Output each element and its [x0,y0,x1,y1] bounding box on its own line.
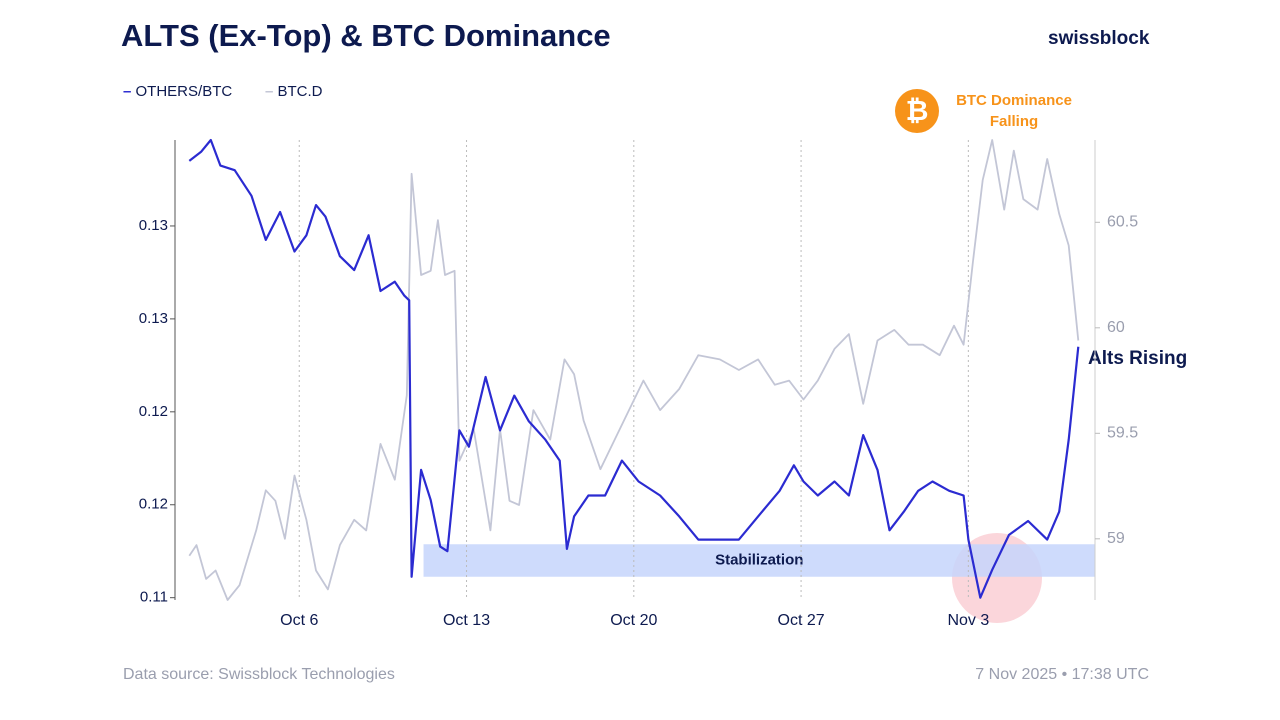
series-line [188,139,1080,601]
bitcoin-icon: ₿ [895,89,939,133]
x-tick-label: Oct 27 [778,612,825,629]
y-tick-label: 0.13 [139,217,168,234]
y2-tick-label: 60 [1107,319,1125,336]
y-tick-label: 0.12 [139,496,168,513]
series-line [188,138,1080,599]
band-label: Stabilization [715,551,803,568]
y-tick-label: 0.11 [140,589,168,606]
legend-label: OTHERS/BTC [135,83,233,100]
annotation: BTC Dominance Falling [956,92,1072,130]
y2-tick-label: 60.5 [1107,214,1138,231]
x-tick-label: Oct 20 [610,612,657,629]
stabilization-band [423,544,1095,577]
brand-logo: swissblock [1048,28,1150,49]
y2-tick-label: 59.5 [1107,425,1138,442]
source-note: Data source: Swissblock Technologies [123,666,395,683]
annotation: Alts Rising [1088,348,1188,369]
chart-title: ALTS (Ex-Top) & BTC Dominance [121,18,611,53]
legend-item: – BTC.D [265,83,323,100]
legend-item: – OTHERS/BTC [123,83,233,100]
legend-label: BTC.D [277,83,323,100]
x-tick-label: Oct 6 [280,612,318,629]
x-tick-label: Nov 3 [947,612,989,629]
highlight-circle [952,533,1042,623]
y-tick-label: 0.13 [139,310,168,327]
y2-tick-label: 59 [1107,530,1125,547]
timestamp: 7 Nov 2025 • 17:38 UTC [975,666,1149,683]
y-tick-label: 0.12 [139,403,168,420]
x-tick-label: Oct 13 [443,612,490,629]
